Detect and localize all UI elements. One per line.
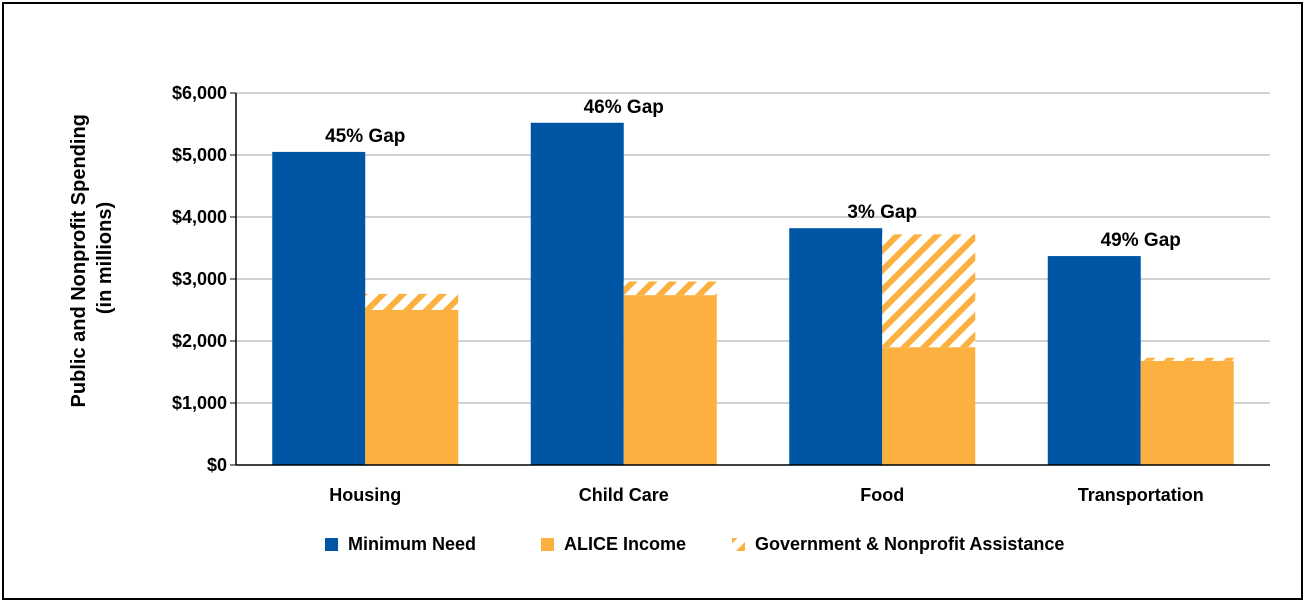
gap-annotation: 45% Gap [325, 126, 405, 147]
y-tick-label: $4,000 [172, 207, 227, 227]
y-tick-label: $5,000 [172, 145, 227, 165]
gap-annotation: 49% Gap [1101, 230, 1181, 251]
legend-swatch-assistance [732, 538, 745, 551]
y-tick-label: $2,000 [172, 331, 227, 351]
y-tick-label: $6,000 [172, 83, 227, 103]
legend-label: Minimum Need [348, 534, 476, 554]
y-axis-label: Public and Nonprofit Spending (in millio… [68, 109, 116, 408]
legend-label: Government & Nonprofit Assistance [755, 534, 1064, 554]
x-category-label: Food [860, 485, 904, 505]
legend-swatch-alice-income [541, 538, 554, 551]
bar-minimum-need [1047, 256, 1141, 465]
gap-annotations: 45% Gap 46% Gap 3% Gap 49% Gap [325, 97, 1181, 251]
legend-swatch-minimum-need [325, 538, 338, 551]
gap-annotation: 3% Gap [847, 202, 917, 223]
bar-minimum-need [789, 228, 883, 465]
bar-government-nonprofit-assistance [882, 234, 976, 348]
x-category-label: Housing [329, 485, 401, 505]
y-axis-label-line-2: (in millions) [94, 202, 116, 314]
x-category-label: Child Care [579, 485, 669, 505]
bar-government-nonprofit-assistance [1140, 357, 1234, 361]
bar-alice-income [1140, 360, 1234, 465]
bar-government-nonprofit-assistance [365, 293, 459, 310]
bar-alice-income [365, 310, 459, 465]
legend: Minimum Need ALICE Income Government & Non… [325, 534, 1064, 554]
y-axis-ticks: $0 $1,000 $2,000 $3,000 $4,000 $5,000 $6,000 [172, 83, 236, 475]
y-axis-label-line-1: Public and Nonprofit Spending [68, 114, 90, 407]
bar-alice-income [882, 347, 976, 465]
bar-alice-income [623, 295, 717, 465]
x-category-label: Transportation [1078, 485, 1204, 505]
y-tick-label: $0 [207, 455, 227, 475]
bar-minimum-need [530, 122, 624, 465]
gap-annotation: 46% Gap [584, 97, 664, 118]
bars [272, 122, 1234, 465]
x-axis-categories: Housing Child Care Food Transportation [329, 485, 1204, 505]
y-tick-label: $3,000 [172, 269, 227, 289]
legend-label: ALICE Income [564, 534, 686, 554]
y-tick-label: $1,000 [172, 393, 227, 413]
bar-minimum-need [272, 151, 366, 465]
bar-government-nonprofit-assistance [623, 281, 717, 296]
